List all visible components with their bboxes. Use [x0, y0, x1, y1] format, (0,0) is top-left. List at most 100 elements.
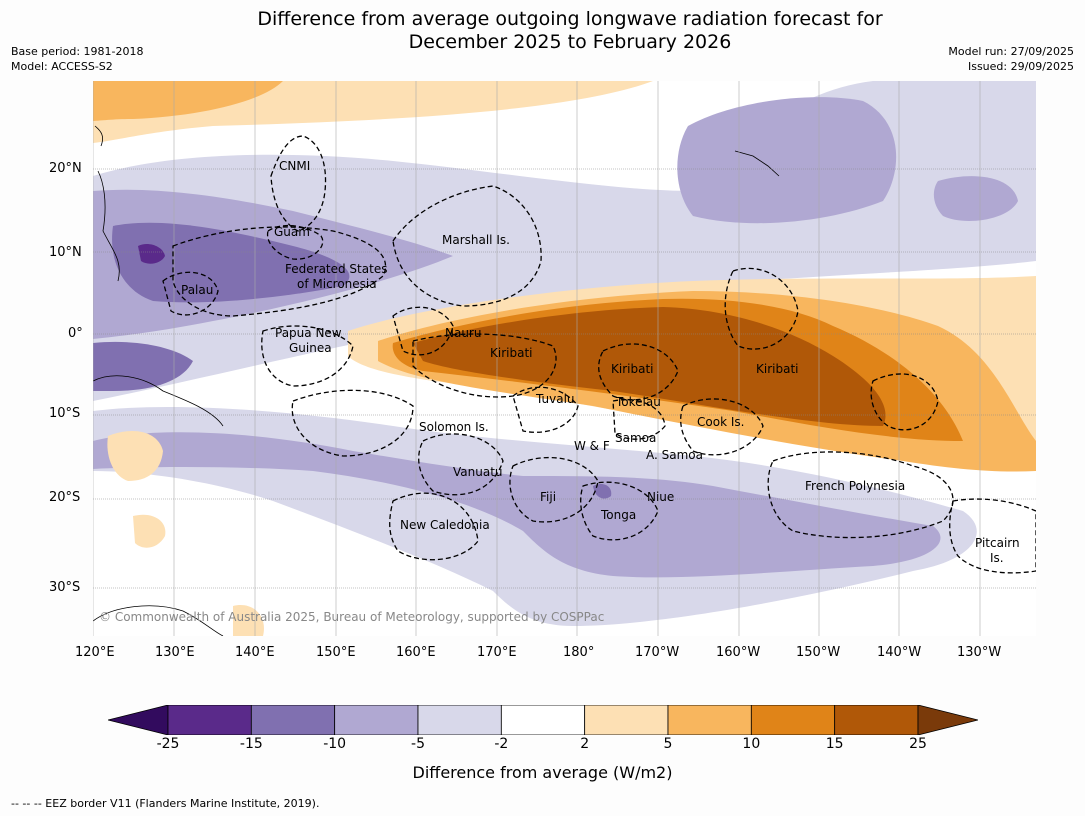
- map-fields: [93, 81, 1036, 636]
- place-label: of Micronesia: [297, 277, 377, 291]
- issued-date: Issued: 29/09/2025: [967, 60, 1074, 73]
- colorbar-tick-label: 25: [909, 736, 927, 752]
- colorbar-tick-label: 2: [580, 736, 590, 752]
- colorbar-segment: [250, 705, 336, 735]
- place-label: Kiribati: [756, 362, 798, 376]
- place-label: New Caledonia: [400, 518, 490, 532]
- colorbar-label: Difference from average (W/m2): [412, 763, 673, 782]
- title-line-2: December 2025 to February 2026: [408, 31, 732, 53]
- place-label: Tuvalu: [535, 392, 575, 406]
- place-label: Tonga: [600, 508, 636, 522]
- place-label: Cook Is.: [697, 415, 744, 429]
- place-label: Palau: [181, 283, 213, 297]
- meta-right: Model run: 27/09/2025 Issued: 29/09/2025: [948, 44, 1074, 74]
- philippines-purple-max: [138, 244, 165, 264]
- colorbar-extend-low: [108, 705, 169, 735]
- place-labels: CNMI Guam Marshall Is. Federated States …: [181, 159, 1020, 565]
- place-label: W & F: [574, 439, 610, 453]
- place-label: Papua New: [275, 326, 342, 340]
- colorbar: [108, 705, 978, 735]
- australia-orange-patch-2: [133, 514, 166, 548]
- hawaii-coastline: [734, 150, 780, 177]
- lon-tick: 150°E: [316, 645, 356, 660]
- place-label: Guinea: [289, 341, 332, 355]
- colorbar-tick-label: 10: [742, 736, 761, 752]
- gridlines: [93, 81, 1036, 636]
- colorbar-segment: [417, 705, 502, 735]
- australia-orange-patch: [107, 431, 163, 481]
- place-label: Marshall Is.: [442, 233, 510, 247]
- colorbar-segment: [500, 705, 586, 735]
- eez-footnote: -- -- -- EEZ border V11 (Flanders Marine…: [11, 797, 320, 810]
- lon-tick: 140°W: [877, 645, 922, 660]
- micronesia-purple-dark: [112, 222, 350, 303]
- lon-tick: 170°W: [635, 645, 680, 660]
- place-label: Vanuatu: [453, 465, 503, 479]
- colorbar-segment: [667, 705, 752, 735]
- place-label: Guam: [274, 225, 310, 239]
- place-label: Solomon Is.: [419, 420, 489, 434]
- colorbar-tick-label: -5: [411, 736, 425, 752]
- lon-tick: 160°W: [716, 645, 761, 660]
- place-label: Kiribati: [611, 362, 653, 376]
- place-label: Tokelau: [615, 395, 661, 409]
- colorbar-tick-label: -25: [156, 736, 180, 752]
- place-label: French Polynesia: [805, 479, 905, 493]
- png-purple-dark: [93, 341, 193, 391]
- lat-tick: 0°: [68, 326, 83, 341]
- place-label: Nauru: [445, 326, 481, 340]
- lon-tick: 170°E: [477, 645, 517, 660]
- eez-borders: [162, 135, 1036, 574]
- base-period: Base period: 1981-2018: [11, 45, 144, 58]
- chart-title: Difference from average outgoing longwav…: [0, 8, 1085, 54]
- colorbar-extend-high: [917, 705, 978, 735]
- nz-orange-patch: [233, 605, 264, 636]
- place-label: Pitcairn: [975, 536, 1020, 550]
- forecast-map: CNMI Guam Marshall Is. Federated States …: [93, 81, 1036, 636]
- lat-tick: 30°S: [49, 580, 81, 595]
- philippines-coastline: [97, 170, 120, 282]
- lat-tick: 10°S: [49, 406, 81, 421]
- colorbar-tick-label: -2: [494, 736, 509, 752]
- place-label: Samoa: [615, 431, 656, 445]
- title-line-1: Difference from average outgoing longwav…: [257, 8, 883, 30]
- png-coastline: [93, 375, 224, 427]
- lat-tick: 10°N: [49, 245, 82, 260]
- south-purple-mid: [93, 432, 941, 578]
- colorbar-segment: [584, 705, 669, 735]
- lon-tick: 160°E: [396, 645, 436, 660]
- lon-tick: 130°W: [957, 645, 1002, 660]
- colorbar-segment: [334, 705, 419, 735]
- fiji-purple-dark: [593, 484, 612, 499]
- lat-tick: 20°S: [49, 490, 81, 505]
- colorbar-tick-label: -10: [323, 736, 347, 752]
- ne-purple: [933, 176, 1018, 221]
- colorbar-segment: [167, 705, 252, 735]
- lon-tick: 180°: [563, 645, 595, 660]
- taiwan-coastline: [94, 125, 103, 147]
- colorbar-segment: [834, 705, 919, 735]
- equatorial-orange-max: [413, 307, 886, 426]
- lon-tick: 130°E: [155, 645, 195, 660]
- place-label: CNMI: [279, 159, 310, 173]
- model-run: Model run: 27/09/2025: [948, 45, 1074, 58]
- lon-tick: 150°W: [796, 645, 841, 660]
- place-label: A. Samoa: [646, 448, 703, 462]
- meta-left: Base period: 1981-2018 Model: ACCESS-S2: [11, 44, 143, 74]
- place-label: Niue: [647, 490, 674, 504]
- lon-tick: 140°E: [235, 645, 275, 660]
- copyright-notice: © Commonwealth of Australia 2025, Bureau…: [99, 610, 604, 624]
- colorbar-tick-label: 15: [825, 736, 844, 752]
- model-name: Model: ACCESS-S2: [11, 60, 113, 73]
- colorbar-segment: [750, 705, 836, 735]
- place-label: Federated States: [285, 262, 387, 276]
- lon-tick: 120°E: [75, 645, 115, 660]
- hawaii-purple: [677, 97, 897, 224]
- colorbar-tick-label: -15: [239, 736, 263, 752]
- colorbar-tick-label: 5: [663, 736, 673, 752]
- place-label: Is.: [990, 551, 1004, 565]
- lat-tick: 20°N: [49, 161, 82, 176]
- place-label: Kiribati: [490, 346, 532, 360]
- north-orange-mid: [93, 81, 283, 121]
- australia-coastline: [93, 605, 224, 636]
